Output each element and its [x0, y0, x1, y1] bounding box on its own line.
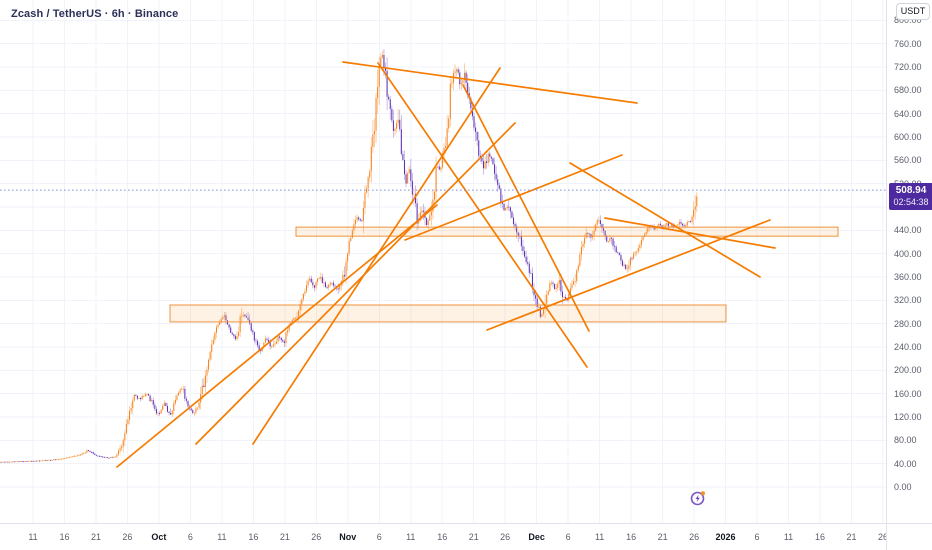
time-tick-label: Dec [528, 532, 545, 542]
price-tick-label: 800.00 [894, 15, 922, 26]
current-price-label: 508.94 02:54:38 [889, 183, 932, 211]
time-tick-label: 6 [376, 532, 382, 542]
time-tick-label: 21 [846, 532, 857, 542]
price-tick-label: 80.00 [894, 435, 917, 446]
time-tick-label: 26 [122, 532, 133, 542]
time-tick-label: 11 [28, 532, 38, 542]
trendline[interactable] [116, 204, 438, 468]
grid-lines [0, 0, 886, 523]
candlestick-chart[interactable] [0, 0, 886, 523]
time-tick-label: 21 [90, 532, 101, 542]
time-tick-label: Nov [339, 532, 357, 542]
time-tick-label: 16 [814, 532, 825, 542]
candles-layer [0, 49, 698, 463]
price-tick-label: 760.00 [894, 38, 922, 49]
time-tick-label: 16 [626, 532, 637, 542]
price-tick-label: 560.00 [894, 155, 922, 166]
price-axis[interactable]: USDT 0.00 40.00 80.00 120.00 160.00 200.00 240… [886, 0, 932, 523]
price-tick-label: 360.00 [894, 272, 922, 282]
time-tick-label: 6 [565, 532, 571, 542]
price-tick-label: 600.00 [894, 132, 922, 142]
axis-corner [886, 523, 932, 550]
price-tick-label: 320.00 [894, 295, 922, 306]
trendline[interactable] [462, 84, 590, 332]
time-tick-label: 26 [500, 532, 511, 542]
lightning-circle-icon [690, 491, 705, 506]
supply-zone-upper[interactable] [295, 226, 839, 237]
price-tick-label: 720.00 [894, 62, 922, 72]
bar-countdown: 02:54:38 [893, 197, 929, 208]
notification-dot-icon [701, 491, 705, 496]
demand-zone-lower[interactable] [169, 304, 727, 323]
time-tick-label: 26 [311, 532, 322, 542]
price-tick-label: 440.00 [894, 225, 922, 236]
time-tick-label: 16 [437, 532, 448, 542]
time-axis[interactable]: 11 16 21 26 Oct 6 11 16 21 26 Nov 6 11 16 21 26 Dec 6 11 16… [0, 523, 888, 550]
price-tick-label: 0.00 [894, 482, 912, 492]
time-tick-label: 21 [657, 532, 668, 542]
time-tick-label: 26 [689, 532, 700, 542]
time-tick-label: 26 [877, 532, 888, 542]
time-tick-label: 11 [217, 532, 227, 542]
price-tick-label: 640.00 [894, 108, 922, 119]
trendline[interactable] [195, 122, 516, 445]
trendline[interactable] [404, 154, 623, 241]
price-tick-label: 120.00 [894, 412, 922, 422]
trendline[interactable] [486, 219, 771, 331]
trendline[interactable] [252, 67, 501, 445]
current-price-value: 508.94 [895, 185, 927, 197]
trendline[interactable] [569, 162, 761, 278]
price-tick-label: 280.00 [894, 318, 922, 329]
price-tick-label: 240.00 [894, 342, 922, 352]
symbol-legend[interactable]: Zcash / TetherUS · 6h · Binance [11, 8, 179, 20]
price-tick-label: 160.00 [894, 388, 922, 399]
flash-event-marker[interactable] [689, 489, 707, 507]
time-tick-label: 16 [248, 532, 259, 542]
currency-toggle-button[interactable]: USDT [896, 3, 930, 20]
time-tick-label: 21 [468, 532, 479, 542]
time-tick-label: Oct [151, 532, 167, 542]
time-tick-label: 11 [783, 532, 794, 542]
chart-pane[interactable]: Zcash / TetherUS · 6h · Binance [0, 0, 886, 523]
time-tick-label: 2026 [715, 532, 736, 542]
price-tick-label: 680.00 [894, 85, 922, 96]
time-tick-label: 11 [406, 532, 416, 542]
price-tick-label: 400.00 [894, 248, 922, 259]
trendline[interactable] [604, 217, 776, 249]
trendline[interactable] [377, 62, 588, 368]
price-tick-label: 200.00 [894, 365, 922, 376]
price-tick-label: 40.00 [894, 458, 917, 469]
time-tick-label: 21 [279, 532, 290, 542]
time-tick-label: 6 [187, 532, 193, 542]
time-tick-label: 16 [59, 532, 70, 542]
time-tick-label: 6 [754, 532, 760, 542]
time-tick-label: 11 [594, 532, 605, 542]
